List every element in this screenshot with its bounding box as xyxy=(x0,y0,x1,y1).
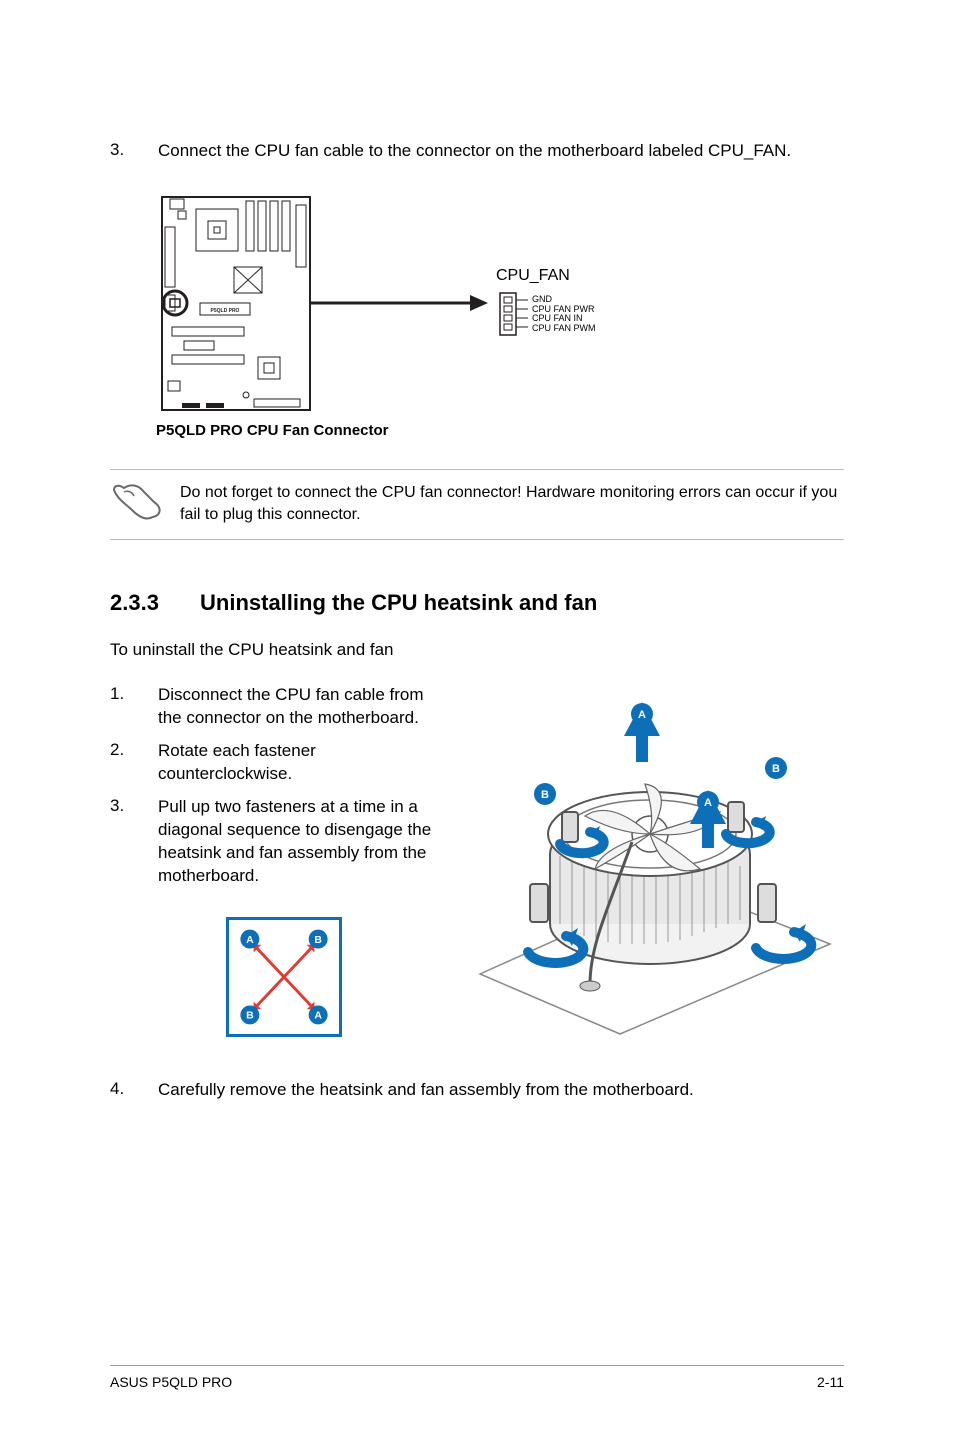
svg-text:B: B xyxy=(541,789,549,801)
step-3: 3. Connect the CPU fan cable to the conn… xyxy=(110,140,844,163)
svg-text:P5QLD PRO: P5QLD PRO xyxy=(211,308,240,314)
pin-label: CPU FAN PWM xyxy=(532,324,596,334)
svg-text:B: B xyxy=(314,935,322,946)
footer-right: 2-11 xyxy=(817,1374,844,1390)
step-text: Connect the CPU fan cable to the connect… xyxy=(158,140,791,163)
connector-icon xyxy=(496,289,532,339)
intro-text: To uninstall the CPU heatsink and fan xyxy=(110,640,844,660)
diagonal-sequence-diagram: A B B A xyxy=(226,917,342,1037)
fan-connector-detail: CPU_FAN GND CPU FAN PWR CPU FAN IN xyxy=(496,267,596,339)
svg-text:A: A xyxy=(314,1011,322,1022)
svg-text:A: A xyxy=(704,797,712,809)
uninstall-step-4: 4. Carefully remove the heatsink and fan… xyxy=(110,1079,844,1102)
svg-text:B: B xyxy=(246,1011,254,1022)
uninstall-step-2: 2. Rotate each fastener counterclockwise… xyxy=(110,740,450,786)
step-number: 3. xyxy=(110,140,158,163)
fan-connector-diagram: P5QLD PRO CPU_FAN xyxy=(156,191,844,439)
note-text: Do not forget to connect the CPU fan con… xyxy=(180,482,844,525)
svg-text:A: A xyxy=(638,709,646,721)
motherboard-outline: P5QLD PRO xyxy=(156,191,316,416)
heatsink-illustration: A B A B xyxy=(470,684,844,1049)
uninstall-content: 1. Disconnect the CPU fan cable from the… xyxy=(110,684,844,1049)
section-heading: 2.3.3 Uninstalling the CPU heatsink and … xyxy=(110,590,844,616)
uninstall-step-1: 1. Disconnect the CPU fan cable from the… xyxy=(110,684,450,730)
svg-text:B: B xyxy=(772,763,780,775)
note-callout: Do not forget to connect the CPU fan con… xyxy=(110,469,844,540)
diagram-caption: P5QLD PRO CPU Fan Connector xyxy=(156,422,844,439)
uninstall-step-3: 3. Pull up two fasteners at a time in a … xyxy=(110,796,450,888)
page-footer: ASUS P5QLD PRO 2-11 xyxy=(110,1365,844,1390)
hand-note-icon xyxy=(110,482,180,527)
section-number: 2.3.3 xyxy=(110,590,200,616)
svg-text:A: A xyxy=(246,935,254,946)
section-title: Uninstalling the CPU heatsink and fan xyxy=(200,590,597,616)
connector-title: CPU_FAN xyxy=(496,267,596,285)
pointer-arrow xyxy=(310,273,490,333)
footer-left: ASUS P5QLD PRO xyxy=(110,1374,232,1390)
